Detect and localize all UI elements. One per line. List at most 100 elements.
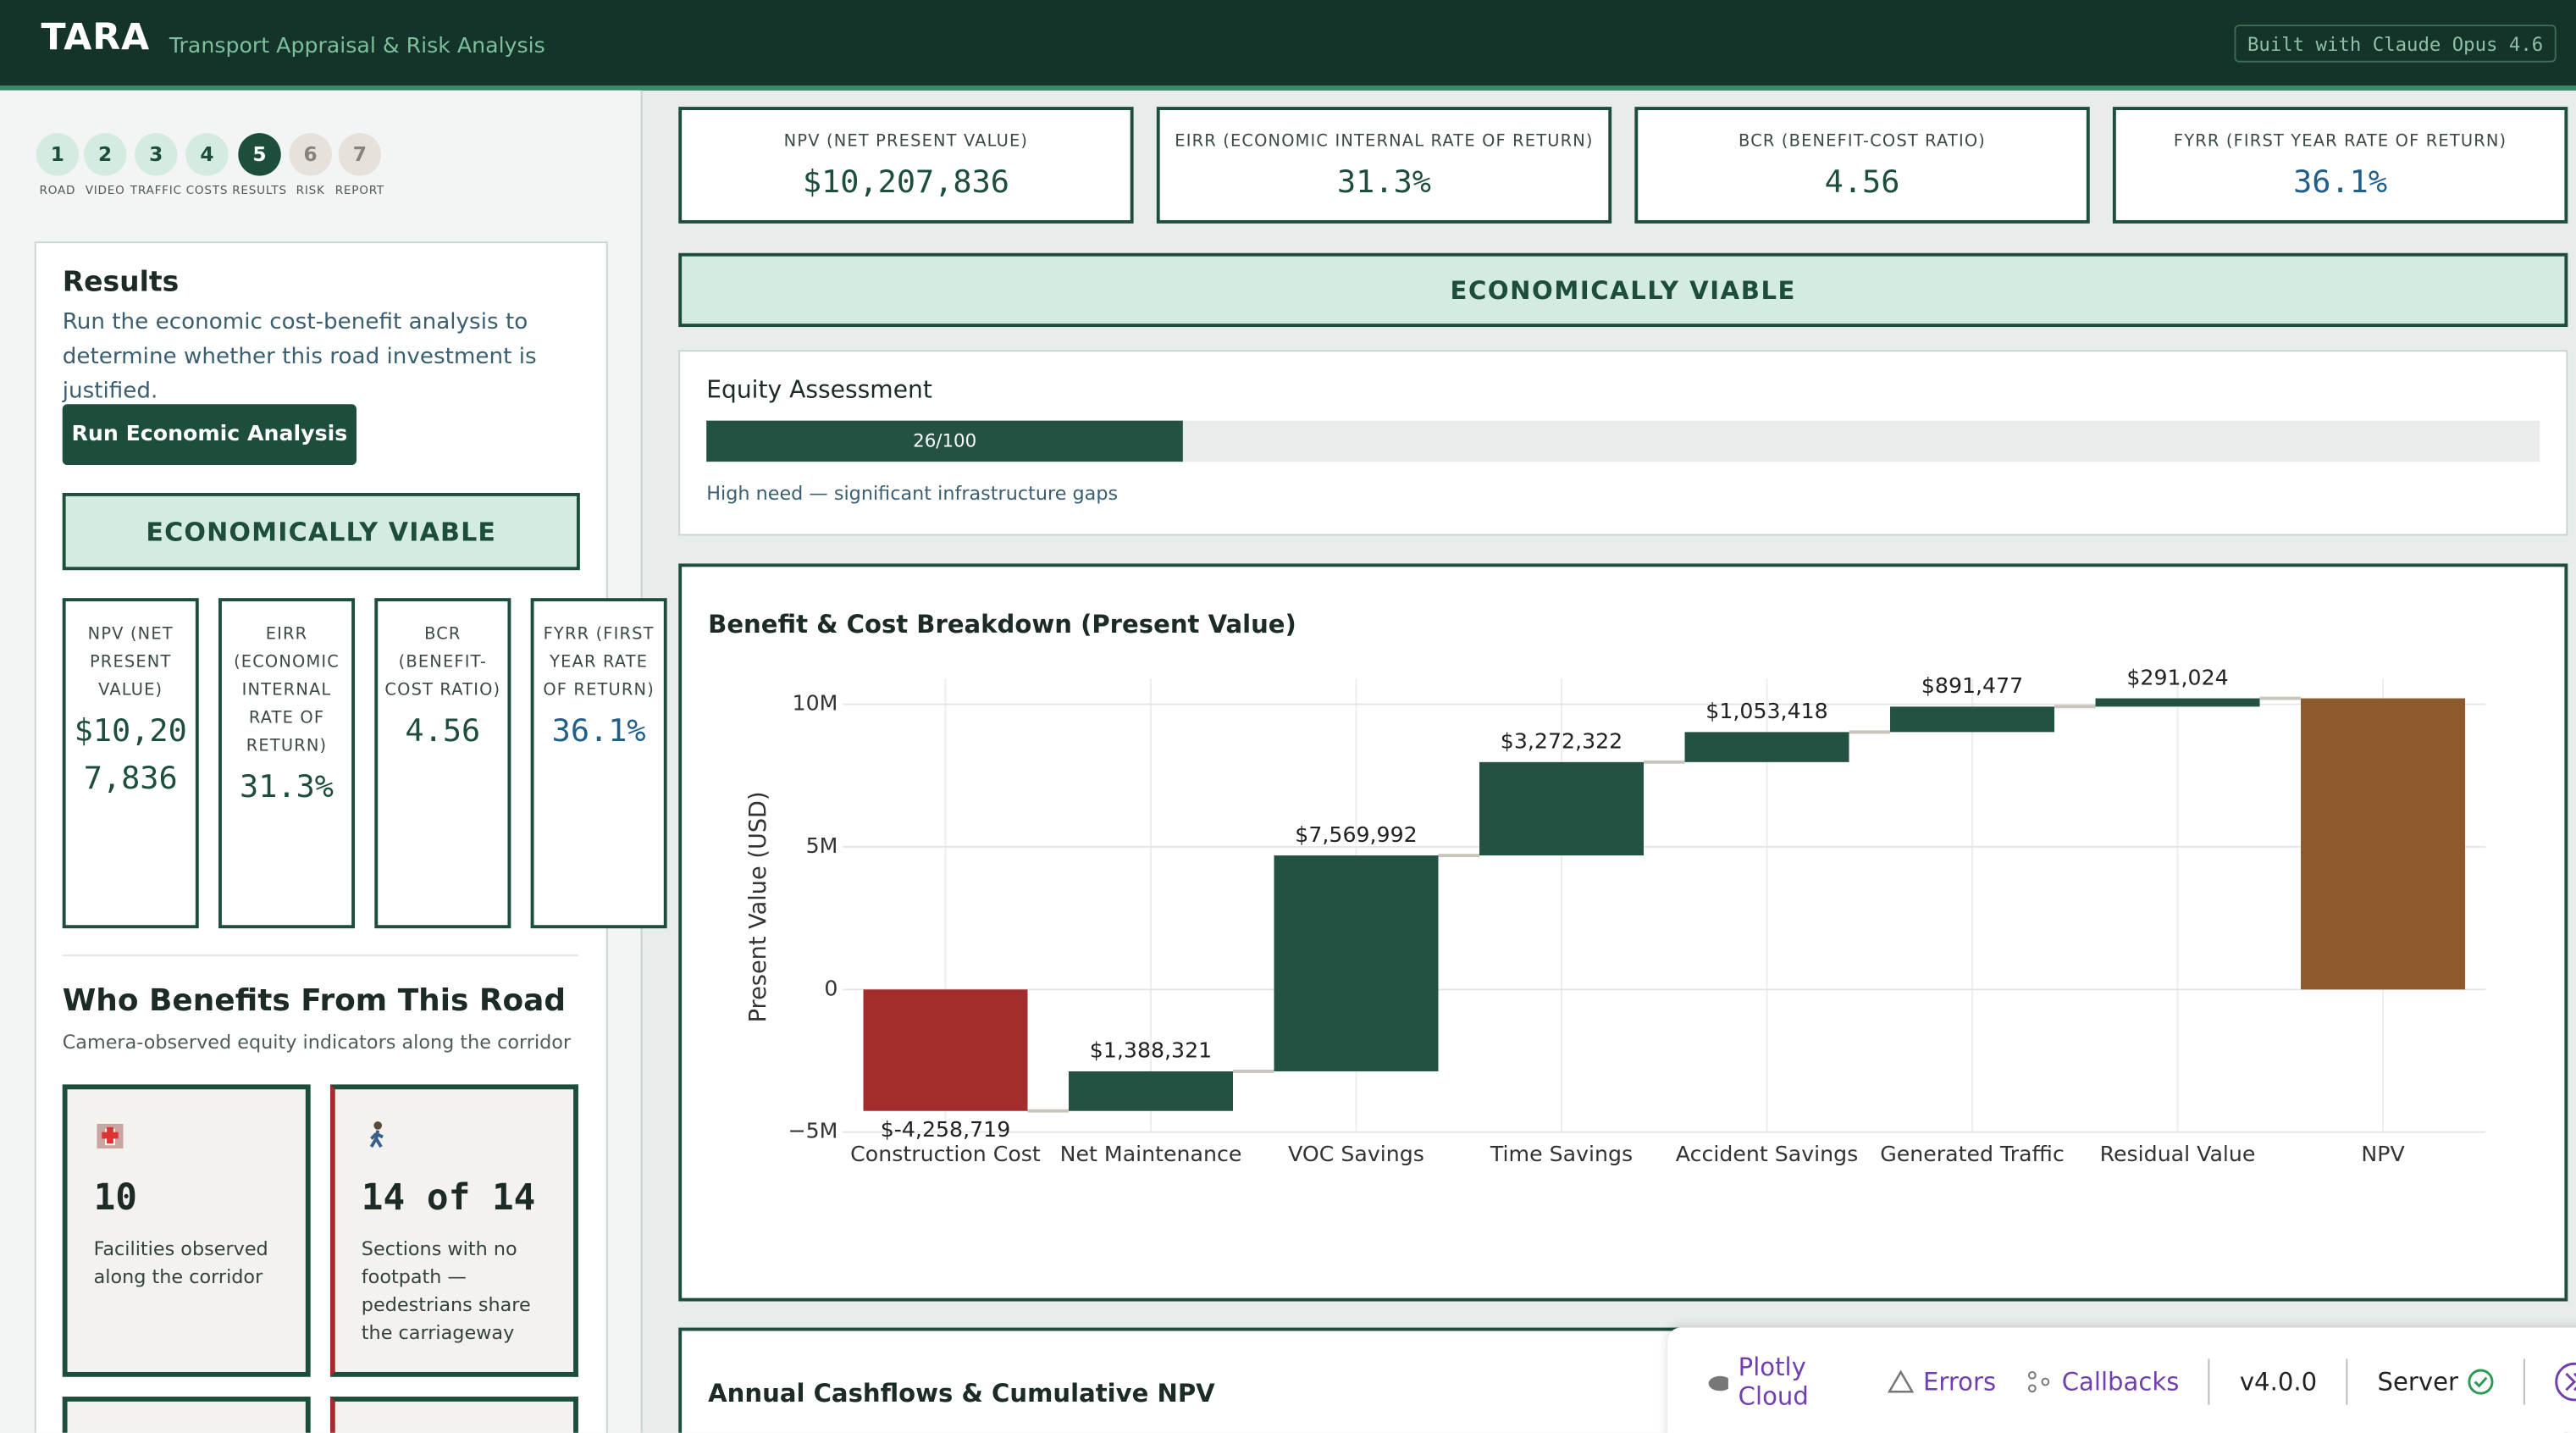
benefit-text: Sections with no footpath — pedestrians … <box>361 1237 531 1344</box>
bar <box>1684 732 1849 762</box>
value-label: $7,569,992 <box>1295 822 1417 847</box>
kpi-card: FYRR (FIRST YEAR RATE OF RETURN) 36.1% <box>2112 107 2568 224</box>
chart-panel <box>678 563 2568 1302</box>
facility-icon <box>97 1123 124 1149</box>
kpi-card: NPV (NET PRESENT VALUE) $10,207,836 <box>678 107 1134 224</box>
x-tick-label: Accident Savings <box>1676 1142 1858 1166</box>
panel-title: Results <box>62 266 180 300</box>
equity-note: High need — significant infrastructure g… <box>706 481 1119 505</box>
step-label: RISK <box>296 184 325 197</box>
panel-description: Run the economic cost-benefit analysis t… <box>62 308 537 405</box>
badge: Built with Claude Opus 4.6 <box>2234 25 2557 63</box>
verdict-banner: ECONOMICALLY VIABLE <box>678 252 2568 328</box>
bar <box>2301 698 2466 990</box>
benefit-card <box>329 1397 578 1433</box>
metric-card: NPV (NET PRESENT VALUE) $10,207,836 <box>62 598 199 929</box>
y-tick-label: 10M <box>793 691 838 716</box>
devtools-version: v4.0.0 <box>2239 1367 2318 1397</box>
benefit-card: 14 of 14 Sections with no footpath — ped… <box>329 1084 578 1377</box>
verdict: ECONOMICALLY VIABLE <box>62 493 580 571</box>
y-tick-label: 0 <box>824 976 837 1000</box>
step-label: RESULTS <box>232 184 287 197</box>
app-title: TARA <box>41 18 151 59</box>
app-subtitle: Transport Appraisal & Risk Analysis <box>169 34 545 59</box>
kpi-value: 36.1% <box>2293 164 2388 201</box>
metric-label: FYRR (FIRST YEAR RATE OF RETURN) <box>543 626 655 700</box>
step[interactable]: 4 <box>185 133 229 176</box>
metric-label: EIRR (ECONOMIC INTERNAL RATE OF RETURN) <box>234 626 340 756</box>
value-label: $891,477 <box>1921 673 2023 698</box>
kpi-label: BCR (BENEFIT-COST RATIO) <box>1739 133 1987 152</box>
step[interactable]: 6 <box>289 133 332 176</box>
metric-value: 4.56 <box>405 712 481 750</box>
header: TARA Transport Appraisal & Risk Analysis… <box>0 0 2576 91</box>
chart-title: Benefit & Cost Breakdown (Present Value) <box>708 610 1296 639</box>
x-tick-label: Residual Value <box>2100 1142 2256 1166</box>
bar <box>1274 855 1439 1071</box>
divider <box>62 954 578 957</box>
benefit-text: Facilities observed along the corridor <box>93 1237 268 1288</box>
x-tick-label: Time Savings <box>1490 1142 1633 1166</box>
value-label: $1,053,418 <box>1705 699 1827 723</box>
step[interactable]: 2 <box>83 133 127 176</box>
step-label: VIDEO <box>85 184 125 197</box>
server-label: Server <box>2377 1367 2459 1397</box>
y-tick-label: 5M <box>806 833 838 858</box>
y-tick-label: −5M <box>788 1119 837 1143</box>
run-button[interactable]: Run Economic Analysis <box>62 404 357 466</box>
benefit-value: 10 <box>93 1178 137 1220</box>
value-label: $-4,258,719 <box>881 1117 1011 1142</box>
devtools-bar: Plotly Cloud Errors Callbacks v4.0.0 Ser… <box>1667 1327 2576 1433</box>
step-label: TRAFFIC <box>130 184 182 197</box>
bar <box>1479 761 1645 856</box>
equity-panel: Equity Assessment 26/100 High need — sig… <box>678 350 2568 536</box>
bar <box>1890 706 2055 733</box>
step[interactable]: 5 <box>238 133 281 176</box>
x-tick-label: Construction Cost <box>850 1142 1041 1166</box>
separator <box>2347 1358 2348 1405</box>
step-label: ROAD <box>39 184 76 197</box>
step-label: REPORT <box>334 184 385 197</box>
devtools-server[interactable]: Server <box>2378 1367 2495 1397</box>
equity-label: 26/100 <box>913 430 977 452</box>
equity-title: Equity Assessment <box>706 378 932 405</box>
kpi-card: EIRR (ECONOMIC INTERNAL RATE OF RETURN) 3… <box>1156 107 1612 224</box>
metric-label: NPV (NET PRESENT VALUE) <box>87 626 174 700</box>
metric-card: EIRR (ECONOMIC INTERNAL RATE OF RETURN) 3… <box>218 598 356 929</box>
x-tick-label: Generated Traffic <box>1880 1142 2065 1166</box>
x-tick-label: NPV <box>2361 1142 2405 1166</box>
devtools-toggle[interactable] <box>2555 1362 2576 1402</box>
devtools-errors[interactable]: Errors <box>1887 1367 1996 1397</box>
step[interactable]: 7 <box>338 133 382 176</box>
kpi-value: $10,207,836 <box>802 164 1010 201</box>
waterfall-chart: Benefit & Cost Breakdown (Present Value)… <box>708 610 2486 1166</box>
y-axis-label: Present Value (USD) <box>745 791 771 1022</box>
benefit-card <box>62 1397 311 1433</box>
results-panel: Results Run the economic cost-benefit an… <box>34 241 667 1433</box>
x-tick-label: Net Maintenance <box>1060 1142 1242 1166</box>
metric-value: $10,207,836 <box>74 712 187 797</box>
step[interactable]: 1 <box>36 133 80 176</box>
equity-bar: 26/100 <box>706 420 1184 462</box>
equity-track: 26/100 <box>706 420 2540 462</box>
kpi-card: BCR (BENEFIT-COST RATIO) 4.56 <box>1634 107 2090 224</box>
kpi-label: NPV (NET PRESENT VALUE) <box>783 133 1029 152</box>
cashflow-title: Annual Cashflows & Cumulative NPV <box>708 1378 1215 1408</box>
value-label: $3,272,322 <box>1501 729 1622 754</box>
benefit-value: 14 of 14 <box>361 1178 536 1220</box>
bar <box>2095 698 2260 707</box>
value-label: $1,388,321 <box>1090 1038 1212 1063</box>
metric-card: FYRR (FIRST YEAR RATE OF RETURN) 36.1% <box>530 598 667 929</box>
devtools-cloud[interactable]: Plotly Cloud <box>1707 1353 1858 1412</box>
step[interactable]: 3 <box>135 133 178 176</box>
separator <box>2208 1358 2210 1405</box>
benefit-card: 10 Facilities observed along the corrido… <box>62 1084 311 1377</box>
metric-value: 36.1% <box>551 712 646 750</box>
kpi-value: 31.3% <box>1336 164 1431 201</box>
kpi-label: FYRR (FIRST YEAR RATE OF RETURN) <box>2173 133 2507 152</box>
x-tick-label: VOC Savings <box>1288 1142 1424 1166</box>
devtools-item: Plotly Cloud <box>1738 1352 1809 1412</box>
section-title: Who Benefits From This Road <box>62 984 567 1019</box>
bar <box>1069 1071 1234 1111</box>
devtools-callbacks[interactable]: Callbacks <box>2026 1367 2179 1397</box>
